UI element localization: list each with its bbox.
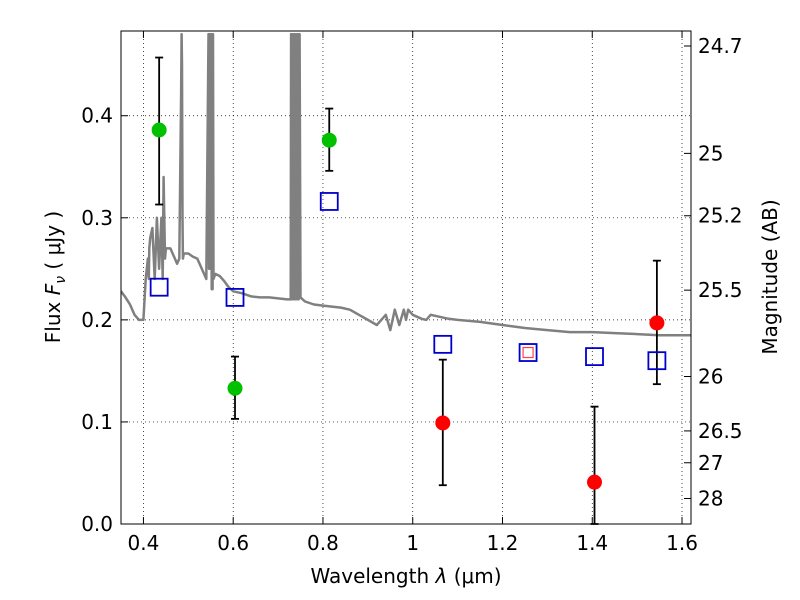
x-tick-label-6: 1.6 [666, 531, 698, 555]
y2-tick-label-7: 28 [698, 486, 723, 510]
model_photometry-square-3 [433, 334, 453, 354]
model_photometry_red_marker-square-0 [522, 346, 534, 359]
y-tick-label-4: 0.4 [81, 104, 113, 128]
model_photometry-square-0 [149, 277, 169, 297]
detections_nir-point-1 [587, 474, 603, 490]
y2-axis-label: Magnitude (AB) [758, 199, 782, 354]
ticks: 0.4 0.6 0.8 1 1.2 1.4 1.6 0.0 0.1 0.2 0.3 0.4 24.7 25… [81, 31, 743, 555]
plot-frame [120, 30, 692, 525]
x-tick-label-4: 1.2 [487, 531, 519, 555]
y2-tick-label-3: 25.5 [698, 278, 743, 302]
model_photometry-square-1 [225, 288, 245, 307]
model_photometry-square-2 [319, 192, 339, 211]
y2-tick-label-0: 24.7 [698, 34, 743, 58]
y2-tick-label-5: 26.5 [698, 419, 743, 443]
markers [149, 122, 667, 490]
spectrum-line [121, 32, 691, 337]
detections_optical-point-0 [151, 122, 167, 138]
y-tick-label-2: 0.2 [81, 308, 113, 332]
spectrum-layer [121, 32, 691, 337]
error-bars [155, 56, 661, 525]
y-tick-label-1: 0.1 [81, 410, 113, 434]
detections_nir-point-0 [435, 415, 451, 431]
detections_nir-point-2 [649, 315, 665, 331]
x-tick-label-3: 1 [406, 531, 419, 555]
y2-tick-label-1: 25 [698, 141, 723, 165]
y-tick-label-0: 0.0 [81, 512, 113, 536]
y-tick-label-3: 0.3 [81, 206, 113, 230]
x-tick-label-2: 0.8 [307, 531, 339, 555]
x-tick-label-5: 1.4 [576, 531, 608, 555]
x-tick-label-1: 0.6 [217, 531, 249, 555]
model_photometry-square-6 [647, 351, 667, 371]
x-axis-label: Wavelength λ (μm) [310, 564, 501, 588]
x-tick-label-0: 0.4 [128, 531, 160, 555]
detections_optical-point-2 [321, 132, 337, 148]
y2-tick-label-2: 25.2 [698, 204, 743, 228]
model_photometry-square-5 [585, 347, 604, 367]
y2-tick-label-6: 27 [698, 451, 723, 475]
y2-tick-label-4: 26 [698, 365, 723, 389]
y-axis-label: Flux Fν ( μJy ) [41, 211, 69, 343]
model_photometry-square-4 [518, 343, 538, 362]
detections_optical-point-1 [227, 380, 243, 396]
